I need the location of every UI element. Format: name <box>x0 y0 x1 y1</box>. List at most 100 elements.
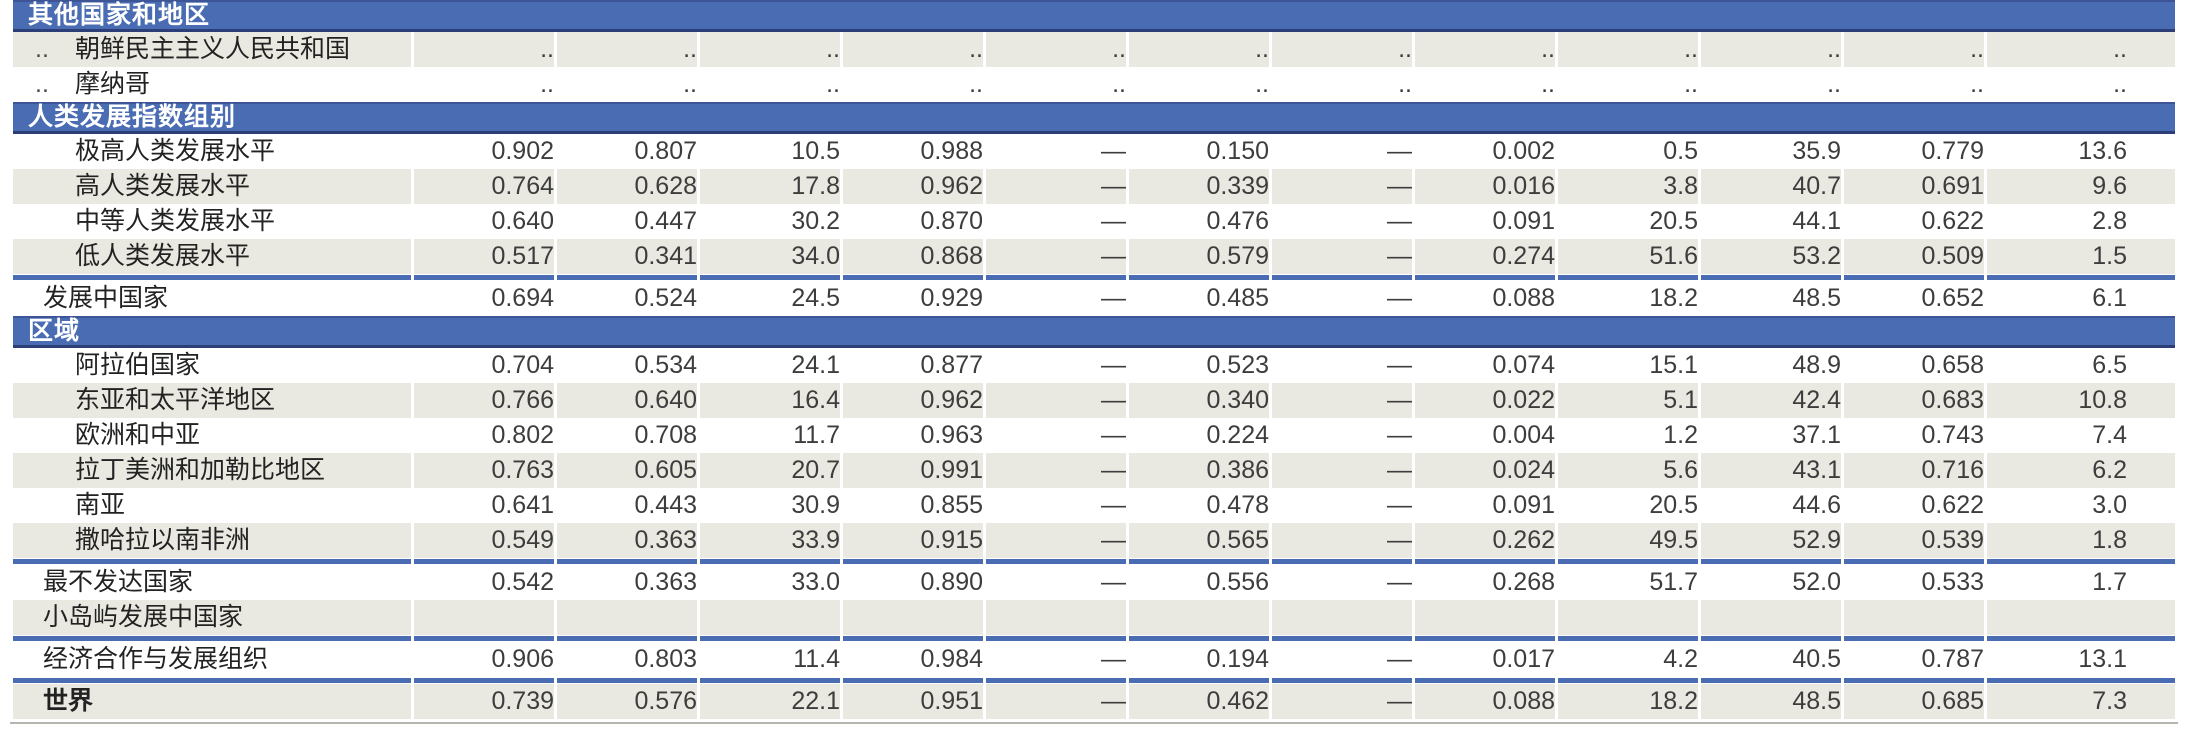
cell-value: .. <box>843 32 983 67</box>
cell-value: 0.274 <box>1415 239 1555 274</box>
cell-value: 3.0 <box>1987 488 2175 523</box>
separator-segment <box>1987 677 2175 684</box>
cell-value: 1.7 <box>1987 565 2175 600</box>
cell-value: 49.5 <box>1558 523 1698 558</box>
row-label-text: 欧洲和中亚 <box>75 421 201 449</box>
cell-value: 0.628 <box>557 169 697 204</box>
cell-value: 0.268 <box>1415 565 1555 600</box>
cell-value: 0.485 <box>1129 281 1269 316</box>
cell-value <box>414 600 554 635</box>
row-label-text: 摩纳哥 <box>75 70 151 98</box>
cell-value: — <box>986 418 1126 453</box>
section-header-cell: 人类发展指数组别 <box>13 102 2175 134</box>
cell-value: .. <box>1415 32 1555 67</box>
cell-value: .. <box>986 32 1126 67</box>
cell-value: 0.951 <box>843 684 983 719</box>
cell-value: 20.7 <box>700 453 840 488</box>
cell-value: 0.641 <box>414 488 554 523</box>
cell-value: 0.517 <box>414 239 554 274</box>
separator-segment <box>986 274 1126 281</box>
cell-value: 42.4 <box>1701 383 1841 418</box>
cell-value: .. <box>414 67 554 102</box>
separator-segment <box>1701 635 1841 642</box>
cell-value: 0.870 <box>843 204 983 239</box>
separator-segment <box>1558 635 1698 642</box>
separator-segment <box>1129 558 1269 565</box>
row-label: 高人类发展水平 <box>13 169 411 204</box>
separator-segment <box>1272 274 1412 281</box>
cell-value <box>986 600 1126 635</box>
cell-value: — <box>1272 169 1412 204</box>
cell-value: 10.5 <box>700 134 840 169</box>
row-label: 拉丁美洲和加勒比地区 <box>13 453 411 488</box>
cell-value: 18.2 <box>1558 281 1698 316</box>
table-row: 东亚和太平洋地区 0.766 0.640 16.4 0.962—0.340—0.022 5… <box>13 383 2175 418</box>
cell-value: 13.1 <box>1987 642 2175 677</box>
cell-value <box>700 600 840 635</box>
row-label: .. 摩纳哥 <box>13 67 411 102</box>
row-label: 东亚和太平洋地区 <box>13 383 411 418</box>
cell-value: 11.7 <box>700 418 840 453</box>
separator-segment <box>1415 274 1555 281</box>
separator-segment <box>1844 677 1984 684</box>
separator-segment <box>1701 558 1841 565</box>
section-header-label: 区域 <box>28 317 81 345</box>
cell-value: 0.685 <box>1844 684 1984 719</box>
section-header-row: 区域 <box>13 316 2175 348</box>
cell-value: 0.386 <box>1129 453 1269 488</box>
cell-value: 0.224 <box>1129 418 1269 453</box>
table-row: .. 摩纳哥........................ <box>13 67 2175 102</box>
separator-segment <box>1558 274 1698 281</box>
separator-segment <box>557 677 697 684</box>
separator-segment <box>843 558 983 565</box>
table-row: 最不发达国家 0.542 0.363 33.0 0.890—0.556—0.268 51.… <box>13 565 2175 600</box>
cell-value: 0.542 <box>414 565 554 600</box>
row-label-text: 最不发达国家 <box>43 568 194 596</box>
cell-value: .. <box>557 67 697 102</box>
cell-value: 37.1 <box>1701 418 1841 453</box>
section-header-label: 其他国家和地区 <box>28 1 211 29</box>
row-label: 阿拉伯国家 <box>13 348 411 383</box>
hdi-rank-value: .. <box>35 70 49 98</box>
cell-value: 15.1 <box>1558 348 1698 383</box>
row-label-text: 小岛屿发展中国家 <box>43 603 244 631</box>
cell-value: — <box>986 348 1126 383</box>
cell-value: 44.6 <box>1701 488 1841 523</box>
cell-value: 0.622 <box>1844 488 1984 523</box>
table-row: 发展中国家 0.694 0.524 24.5 0.929—0.485—0.088 18.2… <box>13 281 2175 316</box>
section-header-row: 人类发展指数组别 <box>13 102 2175 134</box>
cell-value: 0.716 <box>1844 453 1984 488</box>
cell-value: 0.565 <box>1129 523 1269 558</box>
cell-value: 1.8 <box>1987 523 2175 558</box>
cell-value: 7.3 <box>1987 684 2175 719</box>
cell-value <box>843 600 983 635</box>
cell-value: 1.2 <box>1558 418 1698 453</box>
cell-value: 0.807 <box>557 134 697 169</box>
cell-value: 0.779 <box>1844 134 1984 169</box>
hdi-rank-value: .. <box>35 35 49 63</box>
cell-value: 52.9 <box>1701 523 1841 558</box>
separator-segment <box>1987 274 2175 281</box>
cell-value: 0.640 <box>557 383 697 418</box>
separator-segment <box>700 558 840 565</box>
cell-value: 0.509 <box>1844 239 1984 274</box>
cell-value: 0.533 <box>1844 565 1984 600</box>
cell-value: 0.443 <box>557 488 697 523</box>
cell-value: .. <box>1844 32 1984 67</box>
separator-segment <box>1129 635 1269 642</box>
separator-segment <box>986 677 1126 684</box>
separator-segment <box>700 274 840 281</box>
cell-value: — <box>986 488 1126 523</box>
cell-value: 0.652 <box>1844 281 1984 316</box>
cell-value: — <box>1272 453 1412 488</box>
cell-value: — <box>1272 565 1412 600</box>
cell-value: 0.524 <box>557 281 697 316</box>
row-label-text: 拉丁美洲和加勒比地区 <box>75 456 326 484</box>
cell-value: 6.2 <box>1987 453 2175 488</box>
separator-segment <box>1415 677 1555 684</box>
row-label-text: 低人类发展水平 <box>75 242 251 270</box>
separator-segment <box>414 677 554 684</box>
cell-value: — <box>986 523 1126 558</box>
cell-value: 16.4 <box>700 383 840 418</box>
